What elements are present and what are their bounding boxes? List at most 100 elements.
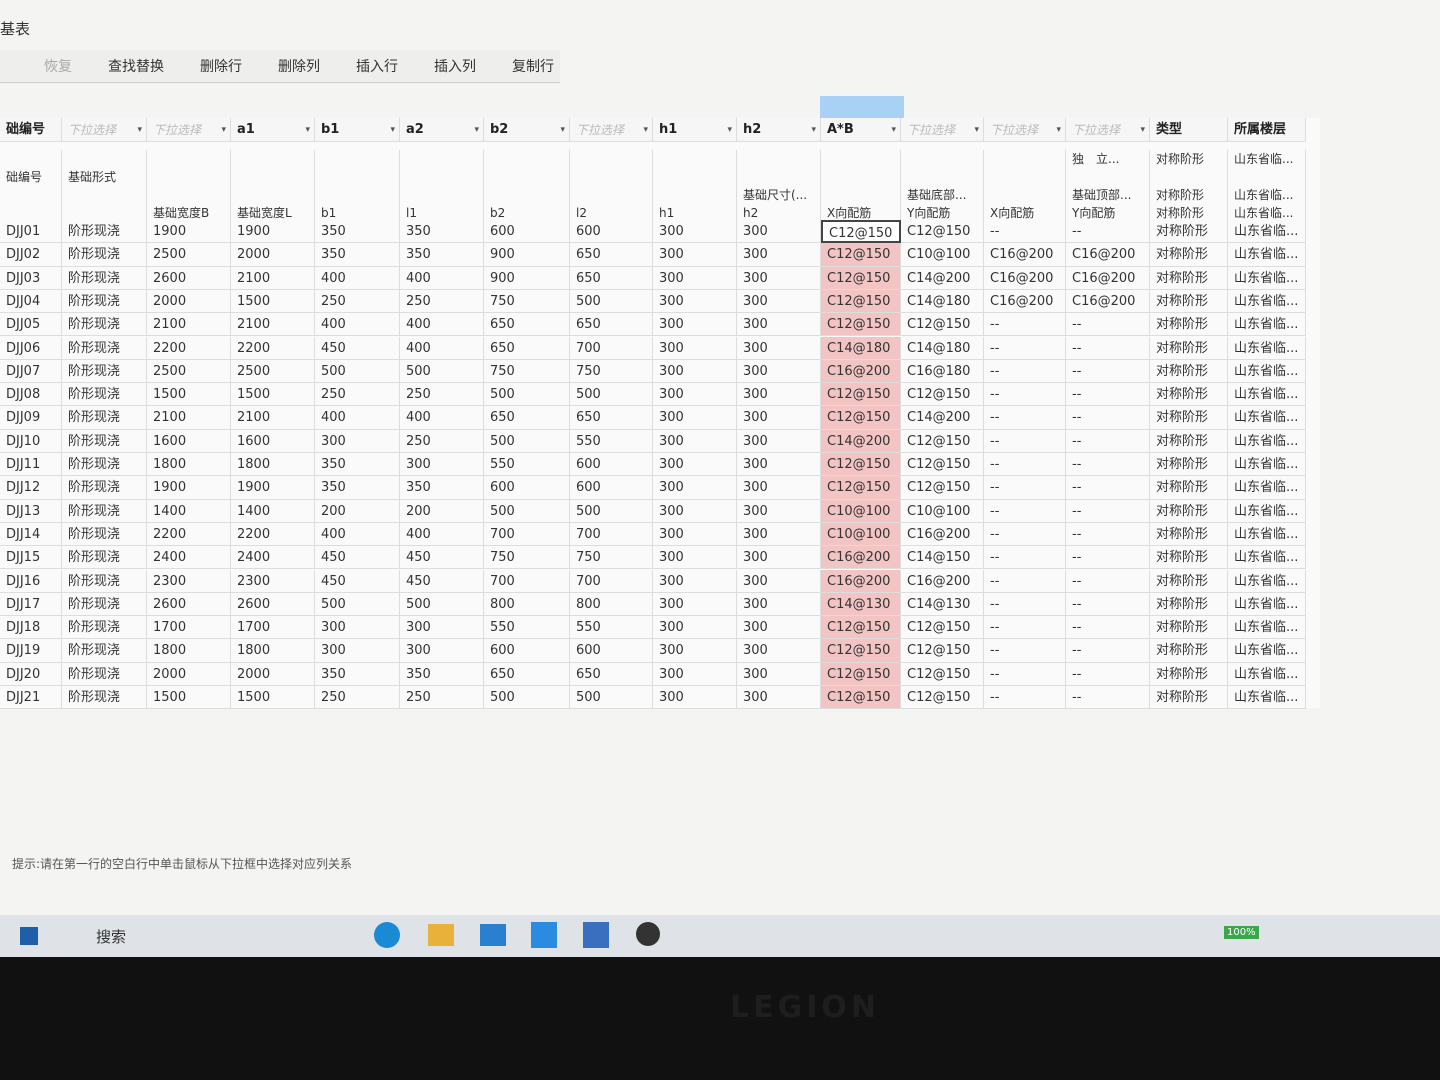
table-cell: 对称阶形 — [1150, 453, 1228, 477]
table-cell: 500 — [484, 686, 570, 710]
dropdown-arrow[interactable]: ▾ — [643, 125, 648, 135]
column-mapping[interactable]: 下拉选择 ▾ — [570, 118, 653, 142]
taskbar-search[interactable]: 搜索 — [96, 928, 127, 946]
table-cell: 2300 — [147, 569, 231, 593]
table-cell: 山东省临... — [1228, 499, 1306, 523]
table-cell: 阶形现浇 — [62, 336, 147, 360]
table-cell: DJJ03 — [0, 266, 62, 290]
table-cell: 300 — [737, 522, 821, 547]
taskbar-app[interactable] — [428, 924, 454, 946]
dropdown-arrow[interactable]: ▾ — [474, 125, 479, 135]
table-cell[interactable]: C14@200 — [821, 429, 901, 453]
bezel — [0, 957, 1440, 1080]
table-cell[interactable]: C12@150 — [821, 616, 901, 640]
toolbar-button[interactable]: 删除列 — [278, 59, 320, 75]
toolbar-button[interactable]: 插入行 — [356, 59, 398, 75]
column-mapping[interactable]: A*B ▾ — [821, 118, 901, 142]
table-cell: 350 — [315, 453, 400, 477]
table-cell: 对称阶形 — [1150, 639, 1228, 663]
column-mapping[interactable]: 下拉选择 ▾ — [62, 118, 147, 142]
dropdown-arrow[interactable]: ▾ — [390, 125, 395, 135]
toolbar-button[interactable]: 删除行 — [200, 59, 242, 75]
toolbar-button[interactable]: 复制行 — [512, 59, 554, 75]
dropdown-arrow[interactable]: ▾ — [221, 125, 226, 135]
table-cell: 对称阶形 — [1150, 220, 1228, 244]
table-cell[interactable]: C12@150 — [821, 639, 901, 663]
table-cell: -- — [1066, 522, 1150, 547]
table-cell: 750 — [570, 359, 653, 384]
table-cell[interactable]: C12@150 — [821, 266, 901, 290]
column-mapping[interactable]: a1 ▾ — [231, 118, 315, 142]
table-cell[interactable]: C10@100 — [821, 522, 901, 547]
dropdown-arrow[interactable]: ▾ — [891, 125, 896, 135]
table-cell: 250 — [400, 289, 484, 314]
table-cell[interactable]: C14@130 — [821, 592, 901, 617]
table-cell: 对称阶形 — [1150, 243, 1228, 267]
table-cell[interactable]: C12@150 — [821, 383, 901, 407]
table-cell: C12@150 — [901, 383, 984, 407]
dropdown-arrow[interactable]: ▾ — [727, 125, 732, 135]
table-cell: 1900 — [231, 220, 315, 244]
table-cell: 400 — [315, 266, 400, 290]
table-cell[interactable]: C16@200 — [821, 359, 901, 384]
table-cell: C12@150 — [901, 686, 984, 710]
header-cell — [400, 186, 484, 204]
taskbar-app[interactable] — [583, 922, 609, 948]
taskbar-app[interactable] — [374, 922, 400, 948]
dropdown-arrow[interactable]: ▾ — [974, 125, 979, 135]
dropdown-arrow[interactable]: ▾ — [1140, 125, 1145, 135]
table-cell[interactable]: C14@180 — [821, 336, 901, 360]
table-cell: -- — [984, 429, 1066, 453]
table-cell: 300 — [315, 429, 400, 453]
table-cell[interactable]: C12@150 — [821, 220, 901, 244]
table-cell: 600 — [484, 639, 570, 663]
table-cell[interactable]: C16@200 — [821, 546, 901, 570]
start-button[interactable] — [20, 927, 38, 945]
column-mapping[interactable]: 类型 — [1150, 118, 1228, 142]
table-cell: 山东省临... — [1228, 592, 1306, 617]
table-cell: 300 — [653, 686, 737, 710]
table-cell: 300 — [653, 266, 737, 290]
table-cell[interactable]: C12@150 — [821, 313, 901, 337]
table-cell[interactable]: C16@200 — [821, 569, 901, 593]
table-cell[interactable]: C12@150 — [821, 476, 901, 500]
dropdown-arrow[interactable]: ▾ — [811, 125, 816, 135]
column-mapping[interactable]: 下拉选择 ▾ — [147, 118, 231, 142]
table-cell[interactable]: C12@150 — [821, 662, 901, 686]
table-cell[interactable]: C10@100 — [821, 499, 901, 523]
toolbar-button[interactable]: 恢复 — [44, 59, 72, 75]
column-mapping[interactable]: 下拉选择 ▾ — [984, 118, 1066, 142]
column-mapping[interactable]: h2 ▾ — [737, 118, 821, 142]
table-cell: C16@200 — [1066, 243, 1150, 267]
column-mapping[interactable]: 下拉选择 ▾ — [1066, 118, 1150, 142]
dropdown-arrow[interactable]: ▾ — [1056, 125, 1061, 135]
column-mapping[interactable]: 下拉选择 ▾ — [901, 118, 984, 142]
table-cell: 500 — [484, 429, 570, 453]
column-mapping[interactable]: 所属楼层 — [1228, 118, 1306, 142]
taskbar-app[interactable] — [480, 924, 506, 946]
dropdown-arrow[interactable]: ▾ — [560, 125, 565, 135]
table-cell[interactable]: C12@150 — [821, 289, 901, 314]
column-mapping[interactable]: 础编号 — [0, 118, 62, 142]
column-mapping[interactable]: b1 ▾ — [315, 118, 400, 142]
dropdown-arrow[interactable]: ▾ — [137, 125, 142, 135]
table-cell[interactable]: C12@150 — [821, 243, 901, 267]
table-cell: DJJ18 — [0, 616, 62, 640]
table-cell[interactable]: C12@150 — [821, 686, 901, 710]
table-cell: 300 — [737, 313, 821, 337]
column-mapping[interactable]: a2 ▾ — [400, 118, 484, 142]
toolbar-button[interactable]: 插入列 — [434, 59, 476, 75]
taskbar-app[interactable] — [531, 922, 557, 948]
dropdown-arrow[interactable]: ▾ — [305, 125, 310, 135]
toolbar-button[interactable]: 查找替换 — [108, 59, 164, 75]
table-cell: 550 — [484, 453, 570, 477]
column-mapping[interactable]: h1 ▾ — [653, 118, 737, 142]
table-cell: C12@150 — [901, 429, 984, 453]
table-cell: 400 — [400, 313, 484, 337]
table-cell[interactable]: C12@150 — [821, 406, 901, 430]
table-cell: 450 — [315, 336, 400, 360]
header-cell: 独 立... — [1066, 150, 1150, 168]
taskbar-app[interactable] — [636, 922, 660, 946]
column-mapping[interactable]: b2 ▾ — [484, 118, 570, 142]
table-cell[interactable]: C12@150 — [821, 453, 901, 477]
